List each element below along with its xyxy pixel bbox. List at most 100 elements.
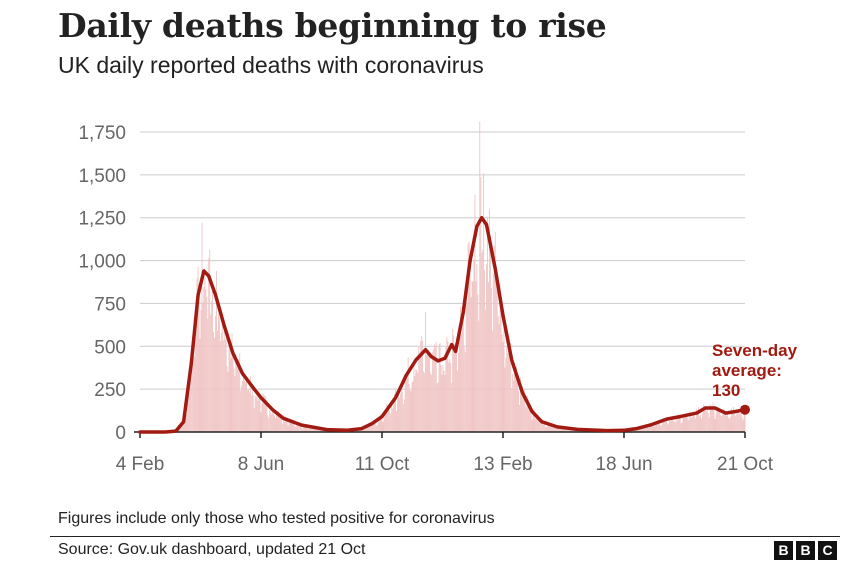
daily-bar bbox=[464, 352, 466, 432]
daily-bar bbox=[296, 423, 298, 432]
daily-bar bbox=[663, 417, 665, 432]
daily-bar bbox=[522, 395, 524, 432]
daily-bar bbox=[489, 235, 491, 432]
daily-bar bbox=[718, 407, 720, 432]
daily-bar bbox=[485, 309, 487, 432]
daily-bar bbox=[206, 297, 208, 432]
daily-bar bbox=[412, 381, 414, 432]
daily-bar bbox=[649, 424, 651, 432]
daily-bar bbox=[667, 423, 669, 432]
y-tick-label: 1,000 bbox=[78, 252, 126, 273]
daily-bar bbox=[501, 334, 503, 432]
daily-bar bbox=[455, 342, 457, 432]
bbc-logo-letter: C bbox=[818, 541, 837, 560]
daily-bar bbox=[721, 415, 723, 432]
daily-bar bbox=[529, 404, 531, 432]
daily-bar bbox=[266, 400, 268, 432]
daily-bar bbox=[732, 407, 734, 432]
daily-bar bbox=[301, 427, 303, 432]
daily-bar bbox=[648, 426, 650, 432]
daily-bar bbox=[435, 341, 437, 432]
daily-bar bbox=[719, 408, 721, 432]
daily-bar bbox=[447, 340, 449, 432]
daily-bar bbox=[460, 334, 462, 432]
daily-bar bbox=[530, 413, 532, 432]
daily-bar bbox=[375, 425, 377, 432]
daily-bar bbox=[405, 373, 407, 432]
daily-bar bbox=[312, 426, 314, 432]
bbc-logo-letter: B bbox=[774, 541, 793, 560]
daily-bar bbox=[393, 404, 395, 432]
daily-bar bbox=[228, 339, 230, 432]
daily-bar bbox=[269, 409, 271, 432]
daily-bar bbox=[371, 421, 373, 432]
daily-bar bbox=[233, 368, 235, 432]
daily-bar bbox=[182, 424, 184, 432]
daily-bar bbox=[252, 395, 254, 432]
daily-bar bbox=[299, 423, 301, 432]
daily-bar bbox=[703, 405, 705, 432]
daily-bar bbox=[403, 399, 405, 432]
daily-bar bbox=[636, 429, 638, 432]
daily-bar bbox=[674, 422, 676, 432]
daily-bar bbox=[190, 376, 192, 432]
daily-bar bbox=[230, 358, 232, 432]
daily-bar bbox=[532, 415, 534, 432]
daily-bar bbox=[268, 418, 270, 432]
chart-plot: 0 250 500 750 1,000 1,250 1,500 1,750 4 Feb 8 Jun… bbox=[78, 121, 798, 475]
average-annotation-line: 130 bbox=[712, 381, 740, 400]
daily-bar bbox=[740, 411, 742, 432]
daily-bar bbox=[265, 396, 267, 432]
daily-bar bbox=[221, 318, 223, 432]
daily-bar bbox=[493, 246, 495, 432]
daily-bar bbox=[280, 419, 282, 432]
daily-bar bbox=[271, 414, 273, 432]
daily-bar bbox=[407, 357, 409, 432]
daily-bar bbox=[502, 341, 504, 432]
daily-bar bbox=[481, 252, 483, 432]
daily-bar bbox=[304, 424, 306, 432]
daily-bar bbox=[219, 341, 221, 432]
daily-bar bbox=[672, 420, 674, 432]
daily-bar bbox=[482, 249, 484, 432]
daily-bar bbox=[302, 428, 304, 432]
daily-bar bbox=[234, 376, 236, 432]
daily-bar bbox=[281, 423, 283, 432]
daily-bar bbox=[684, 414, 686, 432]
daily-bar bbox=[542, 424, 544, 432]
daily-bar bbox=[192, 357, 194, 432]
daily-bar bbox=[709, 404, 711, 432]
daily-bar bbox=[297, 425, 299, 432]
daily-bar bbox=[253, 408, 255, 432]
daily-bar bbox=[291, 421, 293, 432]
daily-bar bbox=[531, 420, 533, 432]
daily-bar bbox=[716, 408, 718, 432]
x-tick-label: 4 Feb bbox=[116, 454, 165, 475]
daily-bar bbox=[549, 426, 550, 432]
daily-bar bbox=[373, 423, 375, 432]
daily-bar bbox=[513, 380, 515, 432]
daily-bar bbox=[661, 424, 663, 432]
y-tick-label: 1,250 bbox=[78, 209, 126, 230]
daily-bar bbox=[694, 416, 696, 432]
daily-bar bbox=[387, 409, 389, 432]
daily-bar bbox=[392, 408, 394, 432]
daily-bar bbox=[418, 347, 420, 432]
daily-bar bbox=[729, 418, 730, 432]
daily-bar bbox=[235, 354, 237, 432]
daily-bar bbox=[728, 418, 729, 432]
daily-bars bbox=[169, 121, 746, 432]
daily-bar bbox=[306, 425, 307, 432]
daily-bar bbox=[668, 424, 669, 432]
daily-bar bbox=[285, 418, 287, 432]
daily-bar bbox=[737, 409, 739, 432]
daily-bar bbox=[546, 426, 548, 432]
daily-bar bbox=[211, 300, 213, 432]
daily-bar bbox=[389, 411, 391, 432]
daily-bar bbox=[423, 371, 425, 432]
y-tick-label: 0 bbox=[115, 423, 126, 444]
daily-bar bbox=[730, 408, 732, 432]
daily-bar bbox=[205, 289, 207, 432]
daily-bar bbox=[717, 408, 719, 432]
daily-bar bbox=[700, 418, 702, 432]
